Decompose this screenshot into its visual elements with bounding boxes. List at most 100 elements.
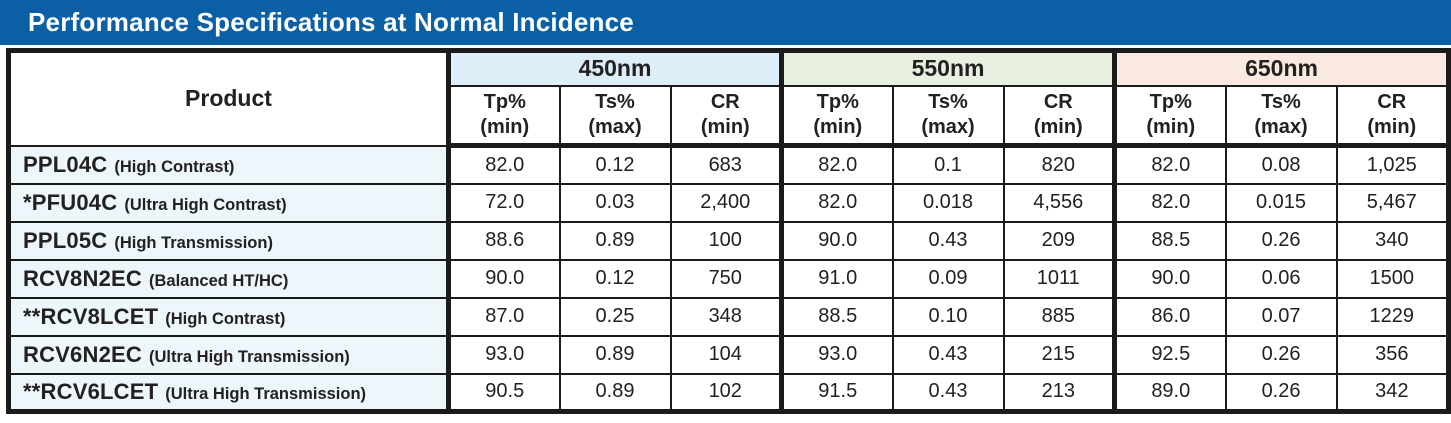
product-column-header: Product <box>7 49 451 147</box>
value-cell: 87.0 <box>446 296 561 337</box>
product-variant: (High Contrast) <box>114 157 235 176</box>
value-cell: 0.03 <box>558 182 672 223</box>
column-header-metric: Tp% <box>1149 90 1192 113</box>
product-cell: RCV8N2EC (Balanced HT/HC) <box>7 258 450 299</box>
value-cell: 1229 <box>1335 296 1450 337</box>
value-cell: 4,556 <box>1002 182 1116 223</box>
column-header-metric: Tp% <box>816 90 859 113</box>
column-header-qualifier: (min) <box>813 115 863 138</box>
column-header-qualifier: (min) <box>1033 115 1083 138</box>
column-header-metric: Ts% <box>595 90 635 113</box>
value-cell: 90.0 <box>779 220 894 261</box>
value-cell: 0.08 <box>1224 144 1338 185</box>
value-cell: 0.43 <box>891 220 1005 261</box>
page-title: Performance Specifications at Normal Inc… <box>0 0 1451 45</box>
product-name: **RCV6LCET <box>23 378 159 404</box>
value-cell: 0.1 <box>891 144 1005 185</box>
value-cell: 0.26 <box>1224 220 1338 261</box>
column-header-Tppct-550nm: Tp% (min) <box>779 84 894 148</box>
column-header-CR-550nm: CR (min) <box>1002 84 1116 148</box>
value-cell: 820 <box>1002 144 1116 185</box>
value-cell: 0.12 <box>558 258 672 299</box>
value-cell: 0.06 <box>1224 258 1338 299</box>
column-header-CR-650nm: CR (min) <box>1335 84 1450 148</box>
value-cell: 0.07 <box>1224 296 1338 337</box>
value-cell: 0.25 <box>558 296 672 337</box>
value-cell: 88.6 <box>446 220 561 261</box>
value-cell: 102 <box>669 372 783 413</box>
column-header-metric: Ts% <box>1261 90 1301 113</box>
product-variant: (Ultra High Contrast) <box>124 195 287 214</box>
value-cell: 1,025 <box>1335 144 1450 185</box>
column-header-Tppct-450nm: Tp% (min) <box>446 84 561 148</box>
product-variant: (High Contrast) <box>165 309 286 328</box>
spec-table-body: PPL04C (High Contrast) 82.0 0.12 683 82.0 0.1 8… <box>7 144 1450 413</box>
value-cell: 91.0 <box>779 258 894 299</box>
column-header-Tspct-650nm: Ts% (max) <box>1224 84 1338 148</box>
product-variant: (Balanced HT/HC) <box>148 271 289 290</box>
value-cell: 750 <box>669 258 783 299</box>
table-row: RCV8N2EC (Balanced HT/HC) 90.0 0.12 750 91.0 0… <box>7 258 1450 299</box>
value-cell: 91.5 <box>779 372 894 413</box>
value-cell: 215 <box>1002 334 1116 375</box>
product-name: **RCV8LCET <box>23 303 159 329</box>
column-header-CR-450nm: CR (min) <box>669 84 783 148</box>
value-cell: 683 <box>669 144 783 185</box>
value-cell: 885 <box>1002 296 1116 337</box>
value-cell: 0.26 <box>1224 334 1338 375</box>
value-cell: 90.0 <box>1112 258 1227 299</box>
table-row: RCV6N2EC (Ultra High Transmission) 93.0 0.8… <box>7 334 1450 375</box>
value-cell: 342 <box>1335 372 1450 413</box>
value-cell: 82.0 <box>779 144 894 185</box>
wavelength-group-header-650nm: 650nm <box>1112 49 1450 87</box>
value-cell: 0.43 <box>891 372 1005 413</box>
value-cell: 86.0 <box>1112 296 1227 337</box>
table-row: **RCV6LCET (Ultra High Transmission) 90.5 0… <box>7 372 1450 413</box>
table-row: PPL05C (High Transmission) 88.6 0.89 100 90.0… <box>7 220 1450 261</box>
product-name: RCV6N2EC <box>23 341 142 367</box>
value-cell: 0.12 <box>558 144 672 185</box>
value-cell: 104 <box>669 334 783 375</box>
value-cell: 0.89 <box>558 334 672 375</box>
value-cell: 89.0 <box>1112 372 1227 413</box>
value-cell: 0.018 <box>891 182 1005 223</box>
product-cell: **RCV8LCET (High Contrast) <box>7 296 450 337</box>
product-name: PPL04C <box>23 151 108 177</box>
value-cell: 82.0 <box>779 182 894 223</box>
product-variant: (High Transmission) <box>114 233 273 252</box>
column-header-Tspct-450nm: Ts% (max) <box>558 84 672 148</box>
value-cell: 209 <box>1002 220 1116 261</box>
value-cell: 93.0 <box>446 334 561 375</box>
column-header-qualifier: (min) <box>480 115 530 138</box>
value-cell: 82.0 <box>1112 182 1227 223</box>
value-cell: 82.0 <box>1112 144 1227 185</box>
column-header-metric: Tp% <box>483 90 526 113</box>
sub-header-row: Tp% (min) Ts% (max) CR (min) Tp% (min) Ts% (max) C… <box>9 84 1450 148</box>
value-cell: 88.5 <box>779 296 894 337</box>
value-cell: 356 <box>1335 334 1450 375</box>
column-header-metric: CR <box>1377 90 1407 113</box>
column-header-qualifier: (min) <box>1146 115 1196 138</box>
value-cell: 1500 <box>1335 258 1450 299</box>
value-cell: 0.10 <box>891 296 1005 337</box>
value-cell: 340 <box>1335 220 1450 261</box>
value-cell: 348 <box>669 296 783 337</box>
value-cell: 0.89 <box>558 220 672 261</box>
column-header-qualifier: (max) <box>588 115 642 138</box>
value-cell: 0.015 <box>1224 182 1338 223</box>
product-name: *PFU04C <box>23 189 118 215</box>
value-cell: 93.0 <box>779 334 894 375</box>
column-header-qualifier: (max) <box>1254 115 1308 138</box>
value-cell: 100 <box>669 220 783 261</box>
product-cell: RCV6N2EC (Ultra High Transmission) <box>7 334 450 375</box>
column-header-Tppct-650nm: Tp% (min) <box>1112 84 1227 148</box>
column-header-qualifier: (min) <box>700 115 750 138</box>
column-header-qualifier: (min) <box>1367 115 1417 138</box>
product-cell: **RCV6LCET (Ultra High Transmission) <box>7 372 450 413</box>
table-row: PPL04C (High Contrast) 82.0 0.12 683 82.0 0.1 8… <box>7 144 1450 185</box>
column-header-qualifier: (max) <box>921 115 975 138</box>
table-row: **RCV8LCET (High Contrast) 87.0 0.25 348 88.5… <box>7 296 1450 337</box>
value-cell: 0.26 <box>1224 372 1338 413</box>
column-header-metric: CR <box>710 90 740 113</box>
